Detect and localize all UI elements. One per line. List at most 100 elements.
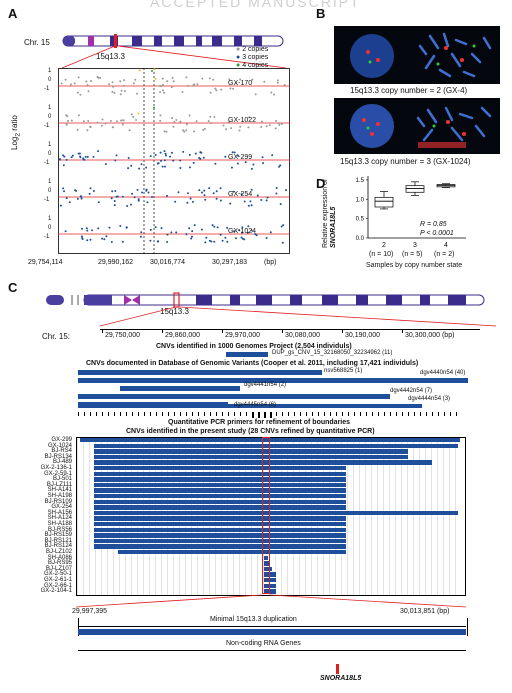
cnv-sample-label: GX-2-66-1 [43, 582, 72, 589]
cnv-bar [264, 555, 268, 560]
log2-point [79, 156, 82, 159]
coord-tick [222, 329, 223, 333]
log2-point [240, 193, 243, 196]
log2-point [187, 192, 189, 195]
log2-point [179, 159, 182, 162]
log2-point [65, 197, 68, 200]
log2-point [226, 226, 229, 229]
log2-point [163, 159, 166, 162]
log2-point [123, 90, 126, 93]
log2-point [280, 225, 283, 228]
log2-point [153, 106, 155, 109]
log2-point [275, 119, 278, 122]
coord-tick [342, 329, 343, 333]
log2-point [130, 203, 132, 206]
d-n-4: (n = 2) [434, 251, 455, 258]
log2-point [172, 159, 175, 162]
cnv-bar [94, 460, 432, 465]
cnv-bar [264, 583, 276, 588]
log2-point [125, 226, 128, 229]
fish-caption-cn3: 15q13.3 copy number = 3 (GX-1024) [340, 157, 471, 166]
cnv-sample-label: SH-A188 [47, 521, 72, 527]
qpcr-primer-tick [396, 412, 397, 416]
log2-point [137, 198, 140, 201]
d-ylabel-line1: Relative expression of [322, 179, 329, 248]
log2-point [243, 238, 246, 241]
cnv-bar [264, 572, 276, 577]
log2-point [135, 119, 138, 121]
log2-point [96, 76, 99, 78]
log2-point [209, 115, 212, 118]
log2-point [65, 122, 68, 125]
sample-track-label: GX-254 [228, 191, 253, 198]
log2-point [182, 129, 185, 132]
log2-point [64, 78, 67, 81]
qpcr-primer-tick [276, 412, 277, 416]
cnv-bar [264, 578, 276, 583]
cnv-sample-label: BJ-RS134 [44, 453, 72, 460]
log2-point [241, 237, 244, 240]
log2-point [101, 118, 104, 121]
log2-point [80, 197, 83, 200]
d-ytick-label: 0.0 [356, 236, 365, 242]
dgv-label-4440: dgv4440n54 (40) [420, 370, 466, 376]
log2-point [247, 126, 250, 129]
log2-point [166, 80, 169, 83]
a-ytick-label: -1 [44, 160, 50, 166]
qpcr-primer-tick [216, 412, 217, 416]
log2-point [159, 91, 162, 94]
log2-point [151, 196, 153, 198]
log2-point [285, 189, 287, 192]
log2-point [174, 200, 177, 203]
cnv-bar [94, 494, 346, 499]
log2-point [154, 154, 157, 156]
log2-point [219, 233, 222, 236]
d-n-2: (n = 10) [369, 251, 394, 258]
log2-point [281, 241, 284, 244]
log2-point [149, 155, 152, 158]
log2-point [265, 237, 268, 239]
watermark-text: ACCEPTED MANUSCRIPT [150, 0, 361, 10]
log2-point [211, 224, 214, 227]
d-xlabel: Samples by copy number state [366, 262, 463, 269]
log2-point [186, 201, 189, 204]
log2-point [215, 197, 218, 200]
sample-track-label: GX-299 [228, 154, 253, 161]
qpcr-primer-tick [198, 412, 199, 416]
log2-point [179, 167, 182, 169]
log2-point [261, 156, 264, 159]
log2-point [159, 151, 162, 154]
log2-point [250, 229, 253, 232]
log2-point [221, 239, 224, 242]
log2-point [169, 155, 172, 158]
log2-point [86, 229, 89, 232]
a-ytick-label: 1 [48, 216, 52, 222]
d-cat-4: 4 [444, 242, 448, 249]
log2-point [154, 77, 157, 80]
log2-point [282, 224, 285, 227]
log2-point [161, 165, 164, 168]
log2-point [164, 152, 167, 155]
log2-point [158, 84, 161, 87]
dgv-bar-4442 [78, 394, 390, 399]
log2-point [188, 153, 191, 156]
cnv-bar [94, 499, 346, 504]
log2-point [250, 204, 253, 207]
log2-point [266, 196, 269, 199]
qpcr-primer-tick [354, 412, 355, 416]
d-ylabel-line2: SNORA18L5 [330, 206, 337, 248]
log2-point [159, 119, 162, 122]
log2-point [62, 164, 65, 167]
panel-a-label: A [8, 6, 18, 21]
log2-point [128, 129, 131, 132]
log2-point [100, 124, 103, 127]
log2-point [96, 121, 99, 124]
log2-point [270, 91, 273, 94]
log2-point [127, 167, 130, 170]
log2-point [188, 227, 191, 230]
log2-point [254, 93, 257, 96]
log2-point [210, 240, 213, 243]
log2-point [255, 234, 258, 237]
a-xtick-3: 30,016,774 [150, 259, 186, 266]
d-ylabel: Relative expression of SNORA18L5 [322, 179, 338, 248]
